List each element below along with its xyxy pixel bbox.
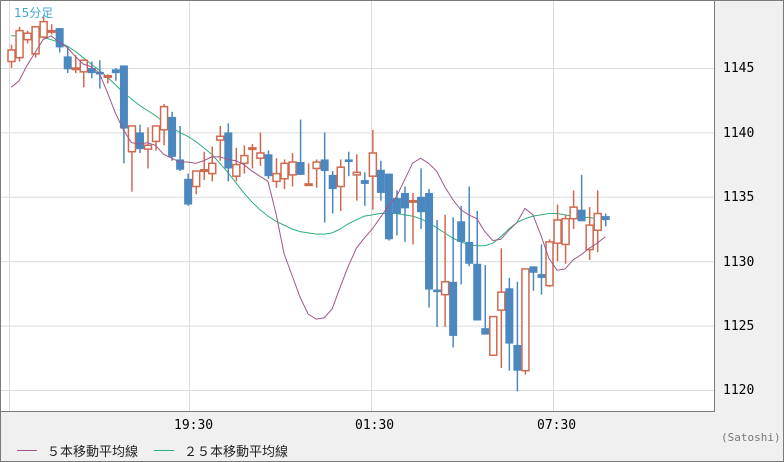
- candle-body-up: [79, 59, 89, 73]
- candle-body-down: [465, 241, 474, 264]
- candles: [7, 16, 610, 392]
- candle-body-up: [545, 241, 554, 287]
- x-tick-label: 01:30: [355, 418, 395, 433]
- candle-body-up: [312, 161, 321, 170]
- candle-body-down: [360, 180, 369, 184]
- legend-label: ２５本移動平均線: [184, 445, 289, 460]
- candle-body-down: [433, 289, 442, 293]
- candle-body-up: [103, 74, 113, 78]
- x-tick-label: 07:30: [537, 418, 577, 433]
- candle-body-up: [216, 135, 225, 141]
- candle-body-up: [553, 219, 562, 244]
- y-tick-label: 1140: [723, 126, 755, 141]
- y-tick-label: 1145: [723, 61, 755, 76]
- candle-body-up: [15, 29, 24, 59]
- candle-body-down: [537, 274, 546, 278]
- candle-body-up: [127, 125, 137, 153]
- candle-body-up: [304, 183, 313, 187]
- candle-body-down: [55, 28, 64, 48]
- candle-body-up: [71, 67, 80, 71]
- candle-body-up: [569, 206, 578, 220]
- chart-title: 15分足: [14, 6, 54, 20]
- candle-body-down: [513, 344, 522, 371]
- ma5-line: [10, 35, 606, 320]
- candle-body-up: [240, 154, 249, 165]
- candle-body-down: [264, 154, 273, 177]
- candle-body-up: [159, 105, 169, 131]
- candle-body-up: [368, 152, 378, 177]
- ma25-swatch: [154, 450, 174, 451]
- candle-body-up: [208, 162, 217, 175]
- candle-body-down: [111, 69, 120, 74]
- candle-body-up: [151, 125, 161, 143]
- candle-body-up: [31, 26, 40, 55]
- candle-body-up: [561, 217, 570, 246]
- candle-body-down: [63, 56, 72, 70]
- candle-body-down: [168, 116, 177, 157]
- candle-body-up: [232, 163, 241, 177]
- candle-body-up: [593, 212, 602, 232]
- candle-body-down: [473, 263, 482, 321]
- candle-body-up: [497, 291, 506, 311]
- ma25-line: [11, 35, 606, 247]
- candle-body-up: [336, 166, 345, 188]
- candle-body-up: [288, 161, 297, 176]
- candle-body-down: [87, 68, 96, 74]
- candle-body-up: [440, 281, 450, 296]
- candle-body-up: [143, 144, 153, 150]
- candle-body-down: [577, 209, 586, 222]
- candle-body-down: [184, 178, 193, 205]
- ma5-swatch: [17, 450, 37, 451]
- candle-body-up: [489, 315, 498, 356]
- candle-body-down: [176, 159, 185, 170]
- unit-label: (Satoshi): [721, 431, 781, 444]
- candle-body-up: [280, 162, 289, 180]
- grid-lines: [1, 1, 714, 411]
- candle-body-up: [23, 32, 32, 41]
- legend-label: ５本移動平均線: [47, 445, 139, 460]
- candle-body-up: [191, 170, 201, 188]
- x-tick-label: 19:30: [174, 418, 214, 433]
- candle-body-up: [521, 268, 530, 372]
- candle-body-up: [352, 171, 362, 176]
- candle-body-down: [119, 65, 128, 129]
- candle-body-down: [135, 132, 144, 150]
- candle-body-down: [529, 266, 538, 273]
- candlestick-chart: [1, 1, 714, 411]
- candle-body-down: [449, 281, 458, 336]
- legend-item-ma5: ５本移動平均線: [17, 441, 138, 460]
- candle-body-down: [417, 196, 426, 213]
- candle-body-down: [224, 132, 233, 169]
- candle-body-up: [408, 199, 418, 203]
- candle-body-down: [425, 192, 434, 290]
- candle-body-down: [384, 173, 393, 240]
- candle-body-down: [392, 198, 401, 214]
- candle-body-down: [344, 159, 353, 163]
- candle-body-up: [272, 172, 281, 183]
- candle-body-down: [320, 159, 329, 172]
- candle-body-up: [585, 224, 594, 251]
- y-tick-label: 1120: [723, 383, 755, 398]
- candle-body-up: [47, 29, 56, 33]
- candle-body-down: [481, 328, 490, 335]
- candle-body-down: [505, 288, 514, 344]
- y-tick-label: 1125: [723, 319, 755, 334]
- candle-body-down: [400, 192, 409, 209]
- candle-body-down: [376, 169, 385, 193]
- candle-body-down: [328, 174, 337, 190]
- candle-body-up: [248, 147, 257, 151]
- candle-body-up: [7, 49, 16, 63]
- candle-body-down: [601, 216, 610, 220]
- candle-body-down: [457, 221, 466, 242]
- candle-body-up: [39, 20, 48, 38]
- candle-body-down: [296, 162, 305, 175]
- legend-item-ma25: ２５本移動平均線: [154, 441, 288, 460]
- candle-body-up: [199, 169, 209, 173]
- y-tick-label: 1130: [723, 255, 755, 270]
- y-tick-label: 1135: [723, 190, 755, 205]
- plot-area: [1, 1, 715, 412]
- candle-body-up: [256, 152, 265, 159]
